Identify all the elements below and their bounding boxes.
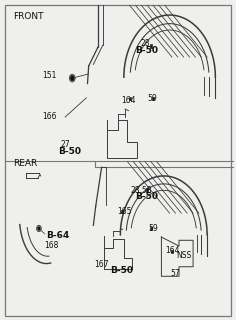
Text: 59: 59	[148, 224, 158, 233]
Text: 27: 27	[60, 140, 70, 148]
Bar	[150, 44, 152, 48]
Text: B-50: B-50	[135, 45, 158, 55]
Bar	[171, 250, 173, 253]
Text: 28,58: 28,58	[131, 186, 152, 195]
Text: 164: 164	[165, 246, 179, 255]
Text: FRONT: FRONT	[14, 12, 44, 21]
Text: 168: 168	[44, 241, 59, 250]
Bar	[150, 227, 152, 230]
Bar	[121, 210, 123, 213]
Text: 166: 166	[42, 113, 56, 122]
Circle shape	[69, 74, 75, 82]
Text: B-50: B-50	[58, 147, 81, 156]
Text: 167: 167	[94, 260, 109, 269]
Text: 59: 59	[147, 94, 157, 103]
Text: REAR: REAR	[14, 159, 38, 168]
Bar	[129, 97, 131, 100]
Text: 57: 57	[170, 269, 180, 278]
Text: NSS: NSS	[176, 251, 191, 260]
Text: B-64: B-64	[46, 231, 70, 240]
Bar	[146, 188, 148, 192]
Bar	[152, 97, 154, 100]
Text: 151: 151	[42, 71, 56, 80]
Circle shape	[37, 225, 41, 232]
Text: 28: 28	[140, 39, 150, 48]
Text: 164: 164	[122, 96, 136, 105]
Text: 165: 165	[117, 207, 131, 216]
Text: B-50: B-50	[136, 192, 159, 201]
Circle shape	[70, 75, 74, 81]
Text: B-50: B-50	[110, 266, 134, 276]
Circle shape	[38, 227, 40, 230]
